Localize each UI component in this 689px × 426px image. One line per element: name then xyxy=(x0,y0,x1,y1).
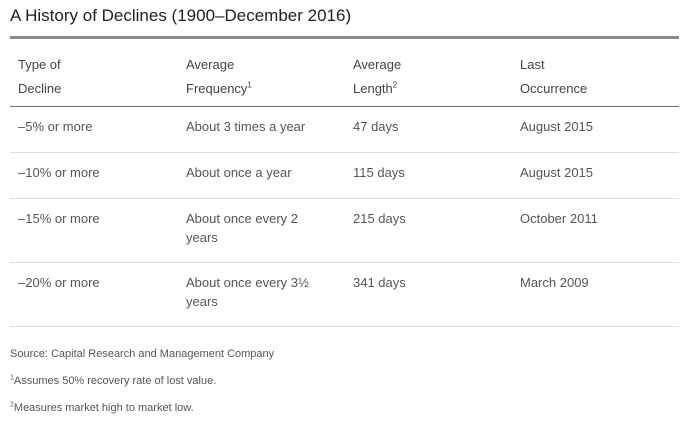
average-length-cell: 341 days xyxy=(353,275,406,290)
header-type-line2: Decline xyxy=(18,81,62,96)
declines-table: Type of Decline Average Frequency1 Avera… xyxy=(10,36,679,327)
frequency-text-line2: years xyxy=(186,230,218,245)
average-frequency-cell: About once every 2 years xyxy=(186,209,336,247)
header-length-line1: Average xyxy=(353,57,402,72)
header-last-line1: Last xyxy=(520,57,545,72)
frequency-text-line2: years xyxy=(186,294,218,309)
table-row: –20% or more About once every 3½ years 3… xyxy=(10,263,679,327)
source-note: Source: Capital Research and Management … xyxy=(10,348,275,360)
average-frequency-cell: About once a year xyxy=(186,163,336,182)
frequency-text-line1: About once every 3½ xyxy=(186,275,309,290)
table-row: –10% or more About once a year 115 days … xyxy=(10,153,679,199)
footnote-ref-2: 2 xyxy=(392,80,398,90)
header-last-line2: Occurrence xyxy=(520,81,588,96)
average-frequency-cell: About 3 times a year xyxy=(186,117,336,136)
last-occurrence-cell: March 2009 xyxy=(520,275,589,290)
footnote-ref-1: 1 xyxy=(247,80,252,90)
type-of-decline-cell: –15% or more xyxy=(18,211,100,226)
type-of-decline-cell: –5% or more xyxy=(18,119,93,134)
header-frequency-line1: Average xyxy=(186,57,235,72)
header-type-of-decline: Type of Decline xyxy=(18,53,178,101)
average-length-cell: 215 days xyxy=(353,211,406,226)
frequency-text-line1: About once every 2 xyxy=(186,211,299,226)
table-top-rule xyxy=(10,36,679,39)
header-length-line2: Length xyxy=(353,81,393,96)
average-length-cell: 115 days xyxy=(353,165,405,180)
header-last-occurrence: Last Occurrence xyxy=(520,53,670,101)
type-of-decline-cell: –10% or more xyxy=(18,165,100,180)
table-header-row: Type of Decline Average Frequency1 Avera… xyxy=(10,39,679,107)
footnote-2: 2Measures market high to market low. xyxy=(10,399,274,426)
footnote-2-text: Measures market high to market low. xyxy=(13,402,194,414)
footnote-2-marker: 2 xyxy=(10,401,14,409)
header-type-line1: Type of xyxy=(18,57,61,72)
page-title: A History of Declines (1900–December 201… xyxy=(10,6,352,25)
last-occurrence-cell: August 2015 xyxy=(520,119,594,134)
footnotes: Source: Capital Research and Management … xyxy=(10,345,274,426)
footnote-1: 1Assumes 50% recovery rate of lost value… xyxy=(10,372,274,399)
last-occurrence-cell: October 2011 xyxy=(520,211,598,226)
table-row: –5% or more About 3 times a year 47 days… xyxy=(10,107,679,153)
last-occurrence-cell: August 2015 xyxy=(520,165,594,180)
header-frequency-line2: Frequency xyxy=(186,81,248,96)
table-row: –15% or more About once every 2 years 21… xyxy=(10,199,679,263)
average-frequency-cell: About once every 3½ years xyxy=(186,273,336,311)
footnote-1-text: Assumes 50% recovery rate of lost value. xyxy=(13,375,217,387)
header-average-frequency: Average Frequency1 xyxy=(186,53,336,101)
footnote-1-marker: 1 xyxy=(10,374,14,382)
type-of-decline-cell: –20% or more xyxy=(18,275,100,290)
frequency-text: About once a year xyxy=(186,165,292,180)
average-length-cell: 47 days xyxy=(353,119,399,134)
frequency-text: About 3 times a year xyxy=(186,119,306,134)
header-average-length: Average Length2 xyxy=(353,53,513,101)
